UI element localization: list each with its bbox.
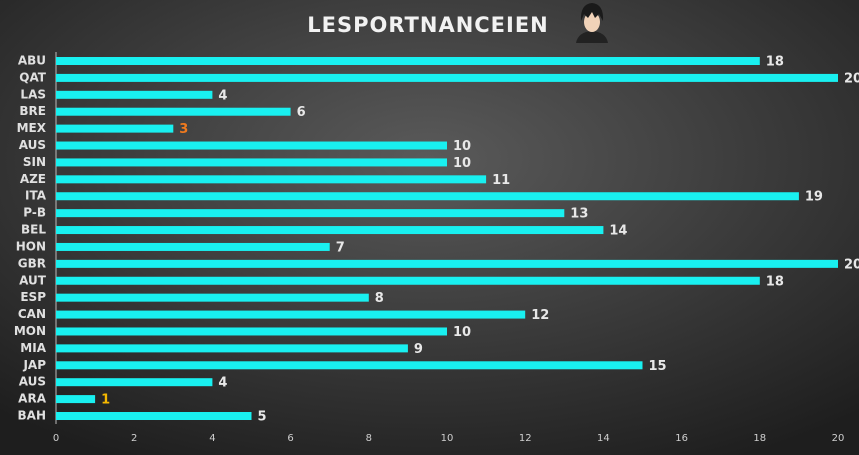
y-tick-label: AZE <box>20 172 46 186</box>
value-label: 18 <box>766 274 784 289</box>
x-tick-label: 14 <box>597 433 610 444</box>
y-tick-label: MIA <box>20 341 46 355</box>
y-tick-label: AUS <box>19 138 46 152</box>
y-tick-label: GBR <box>18 256 46 270</box>
value-label: 4 <box>218 376 227 391</box>
bar <box>56 412 252 420</box>
bar <box>56 175 487 184</box>
value-label: 12 <box>531 308 549 323</box>
value-label: 15 <box>649 359 667 374</box>
bar <box>56 158 447 167</box>
bar <box>56 259 838 268</box>
value-label: 11 <box>492 173 510 188</box>
y-tick-label: BEL <box>21 223 46 237</box>
value-label: 7 <box>336 240 345 255</box>
value-label: 10 <box>453 139 471 154</box>
y-tick-label: SIN <box>23 155 46 169</box>
bar <box>56 57 760 65</box>
bar <box>56 276 760 285</box>
bar <box>56 124 174 133</box>
value-label: 6 <box>297 105 306 120</box>
value-label: 1 <box>101 393 110 408</box>
y-tick-label: ESP <box>20 290 46 304</box>
y-tick-label: LAS <box>20 87 46 101</box>
x-tick-label: 8 <box>366 433 372 444</box>
bar <box>56 378 213 387</box>
bar <box>56 310 526 319</box>
avatar <box>576 3 608 43</box>
x-tick-label: 12 <box>519 433 532 444</box>
bar <box>56 226 604 235</box>
chart-title: LESPORTNANCEIEN <box>307 13 549 37</box>
x-tick-label: 6 <box>287 433 293 444</box>
x-tick-label: 0 <box>53 433 59 444</box>
x-tick-label: 18 <box>753 433 766 444</box>
value-label: 9 <box>414 342 423 357</box>
value-label: 19 <box>805 190 823 205</box>
y-tick-label: ABU <box>18 54 46 68</box>
bar <box>56 344 408 353</box>
x-tick-label: 10 <box>441 433 454 444</box>
y-tick-label: MON <box>14 324 46 338</box>
y-tick-label: QAT <box>19 70 47 84</box>
value-label: 20 <box>844 71 859 86</box>
y-tick-label: HON <box>16 239 46 253</box>
bar <box>56 293 369 302</box>
y-tick-label: BRE <box>19 104 46 118</box>
bar <box>56 192 799 201</box>
y-tick-label: ITA <box>25 189 47 203</box>
bar <box>56 361 643 370</box>
bar <box>56 327 447 336</box>
bar <box>56 395 96 404</box>
value-label: 10 <box>453 156 471 171</box>
value-label: 3 <box>179 122 188 137</box>
x-tick-label: 16 <box>675 433 688 444</box>
y-tick-label: P-B <box>23 206 46 220</box>
value-label: 8 <box>375 291 384 306</box>
bar <box>56 73 838 82</box>
value-label: 10 <box>453 325 471 340</box>
value-label: 5 <box>258 410 267 425</box>
value-label: 4 <box>218 88 227 103</box>
y-tick-label: BAH <box>18 409 46 423</box>
value-label: 14 <box>609 224 627 239</box>
y-tick-label: MEX <box>17 121 47 135</box>
value-label: 18 <box>766 55 784 70</box>
value-label: 20 <box>844 257 859 272</box>
y-tick-label: AUT <box>19 273 47 287</box>
bar <box>56 242 330 251</box>
x-tick-label: 20 <box>832 433 845 444</box>
bar <box>56 209 565 218</box>
y-tick-label: CAN <box>18 307 46 321</box>
value-label: 13 <box>570 207 588 222</box>
bar <box>56 141 447 150</box>
y-tick-label: ARA <box>18 392 47 406</box>
y-tick-label: JAP <box>22 358 46 372</box>
y-tick-label: AUS <box>19 375 46 389</box>
x-tick-label: 4 <box>209 433 215 444</box>
x-tick-label: 2 <box>131 433 137 444</box>
bar <box>56 107 291 116</box>
bar <box>56 90 213 99</box>
